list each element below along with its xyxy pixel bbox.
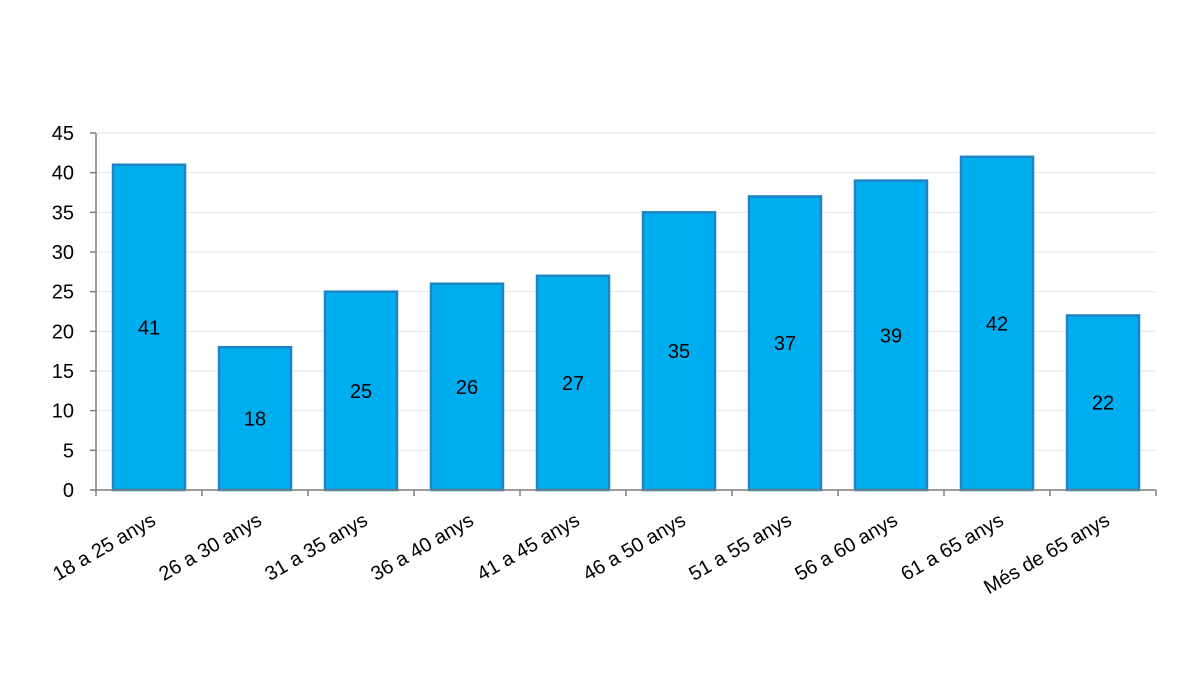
data-label: 35 [668,341,690,363]
bars [111,155,1141,492]
axes [90,132,1157,496]
data-label: 42 [986,313,1008,335]
y-tick-label: 30 [52,242,74,264]
x-category-label: 18 a 25 anys [49,509,159,585]
y-tick-label: 0 [63,480,74,502]
x-category-label: 51 a 55 anys [685,509,795,585]
bar [641,211,717,492]
y-tick-label: 35 [52,202,74,224]
bar [853,179,929,492]
data-label: 39 [880,325,902,347]
y-tick-label: 25 [52,282,74,304]
y-tick-label: 40 [52,163,74,185]
data-label: 37 [774,333,796,355]
x-category-label: 36 a 40 anys [367,509,477,585]
bar [747,195,823,492]
y-tick-label: 5 [63,440,74,462]
y-tick-label: 15 [52,361,74,383]
y-tick-label: 45 [52,123,74,145]
data-label: 26 [456,377,478,399]
x-category-label: 56 a 60 anys [791,509,901,585]
data-label: 18 [244,409,266,431]
bar [111,163,187,492]
data-label: 22 [1092,393,1114,415]
data-label: 25 [350,381,372,403]
x-category-label: 41 a 45 anys [473,509,583,585]
y-tick-label: 10 [52,401,74,423]
x-category-label: 46 a 50 anys [579,509,689,585]
x-category-label: 31 a 35 anys [261,509,371,585]
bar [959,155,1035,492]
data-label: 41 [138,317,160,339]
x-category-label: 26 a 30 anys [155,509,265,585]
data-label: 27 [562,373,584,395]
y-tick-label: 20 [52,321,74,343]
